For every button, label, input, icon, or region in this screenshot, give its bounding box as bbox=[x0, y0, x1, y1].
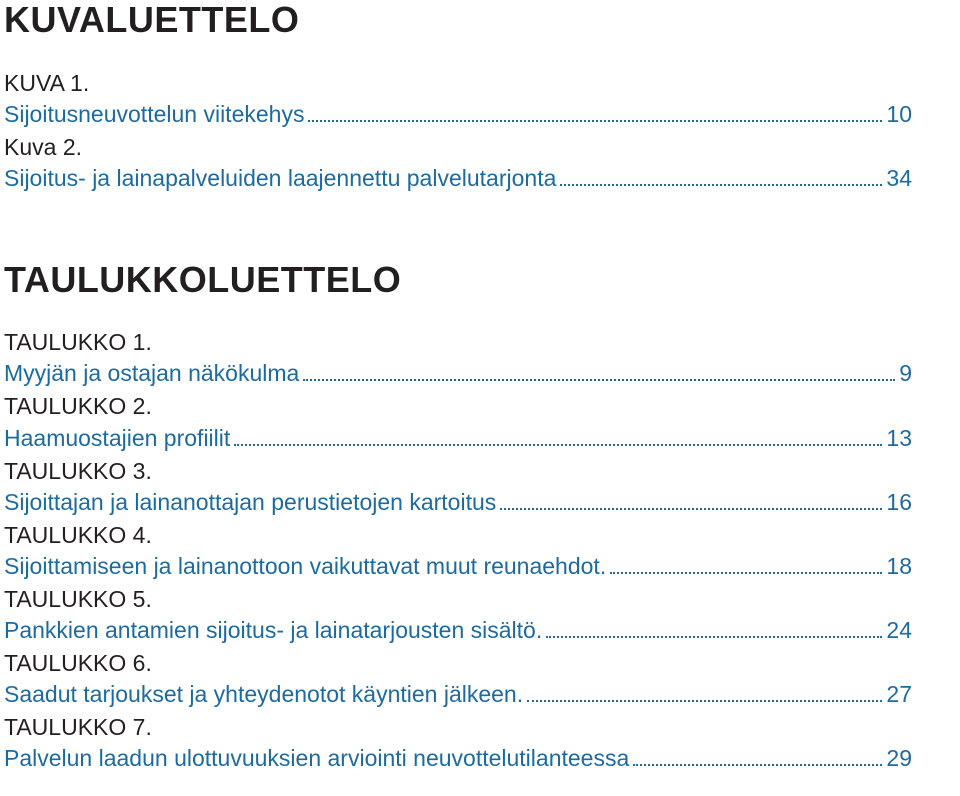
tables-heading: TAULUKKOLUETTELO bbox=[4, 260, 912, 300]
entry-label: Kuva 2. bbox=[4, 132, 912, 163]
entry-page: 10 bbox=[886, 99, 912, 130]
entry-label: TAULUKKO 4. bbox=[4, 520, 912, 551]
list-item: TAULUKKO 1. Myyjän ja ostajan näkökulma … bbox=[4, 327, 912, 389]
entry-page: 13 bbox=[886, 423, 912, 454]
entry-desc: Haamuostajien profiilit bbox=[4, 423, 230, 454]
entry-page: 29 bbox=[886, 743, 912, 774]
list-item: TAULUKKO 2. Haamuostajien profiilit 13 bbox=[4, 391, 912, 453]
dot-leader bbox=[500, 492, 882, 510]
entry-page: 18 bbox=[886, 551, 912, 582]
dot-leader bbox=[527, 684, 882, 702]
list-item: Kuva 2. Sijoitus- ja lainapalveluiden la… bbox=[4, 132, 912, 194]
entry-page: 16 bbox=[886, 487, 912, 518]
entry-page: 24 bbox=[886, 615, 912, 646]
list-item: TAULUKKO 5. Pankkien antamien sijoitus- … bbox=[4, 584, 912, 646]
entry-desc: Sijoittajan ja lainanottajan perustietoj… bbox=[4, 487, 496, 518]
entry-page: 34 bbox=[886, 163, 912, 194]
entry-label: TAULUKKO 6. bbox=[4, 648, 912, 679]
dot-leader bbox=[546, 620, 882, 638]
dot-leader bbox=[303, 363, 895, 381]
tables-list: TAULUKKO 1. Myyjän ja ostajan näkökulma … bbox=[4, 327, 912, 774]
entry-page: 27 bbox=[886, 679, 912, 710]
entry-desc: Sijoittamiseen ja lainanottoon vaikuttav… bbox=[4, 551, 606, 582]
list-item: KUVA 1. Sijoitusneuvottelun viitekehys 1… bbox=[4, 68, 912, 130]
figures-heading: KUVALUETTELO bbox=[4, 0, 912, 40]
list-item: TAULUKKO 6. Saadut tarjoukset ja yhteyde… bbox=[4, 648, 912, 710]
entry-desc: Palvelun laadun ulottuvuuksien arviointi… bbox=[4, 743, 629, 774]
section-gap bbox=[4, 196, 912, 260]
entry-label: TAULUKKO 7. bbox=[4, 712, 912, 743]
list-item: TAULUKKO 4. Sijoittamiseen ja lainanotto… bbox=[4, 520, 912, 582]
entry-desc: Pankkien antamien sijoitus- ja lainatarj… bbox=[4, 615, 542, 646]
dot-leader bbox=[234, 427, 882, 445]
entry-label: TAULUKKO 5. bbox=[4, 584, 912, 615]
entry-page: 9 bbox=[899, 358, 912, 389]
entry-desc: Sijoitusneuvottelun viitekehys bbox=[4, 99, 304, 130]
list-item: TAULUKKO 7. Palvelun laadun ulottuvuuksi… bbox=[4, 712, 912, 774]
entry-label: TAULUKKO 1. bbox=[4, 327, 912, 358]
dot-leader bbox=[560, 168, 882, 186]
figures-list: KUVA 1. Sijoitusneuvottelun viitekehys 1… bbox=[4, 68, 912, 194]
entry-desc: Saadut tarjoukset ja yhteydenotot käynti… bbox=[4, 679, 523, 710]
entry-desc: Myyjän ja ostajan näkökulma bbox=[4, 358, 299, 389]
list-item: TAULUKKO 3. Sijoittajan ja lainanottajan… bbox=[4, 456, 912, 518]
page: KUVALUETTELO KUVA 1. Sijoitusneuvottelun… bbox=[0, 0, 960, 796]
entry-label: TAULUKKO 2. bbox=[4, 391, 912, 422]
dot-leader bbox=[308, 104, 882, 122]
entry-label: KUVA 1. bbox=[4, 68, 912, 99]
entry-label: TAULUKKO 3. bbox=[4, 456, 912, 487]
dot-leader bbox=[610, 556, 882, 574]
dot-leader bbox=[633, 748, 882, 766]
entry-desc: Sijoitus- ja lainapalveluiden laajennett… bbox=[4, 163, 556, 194]
